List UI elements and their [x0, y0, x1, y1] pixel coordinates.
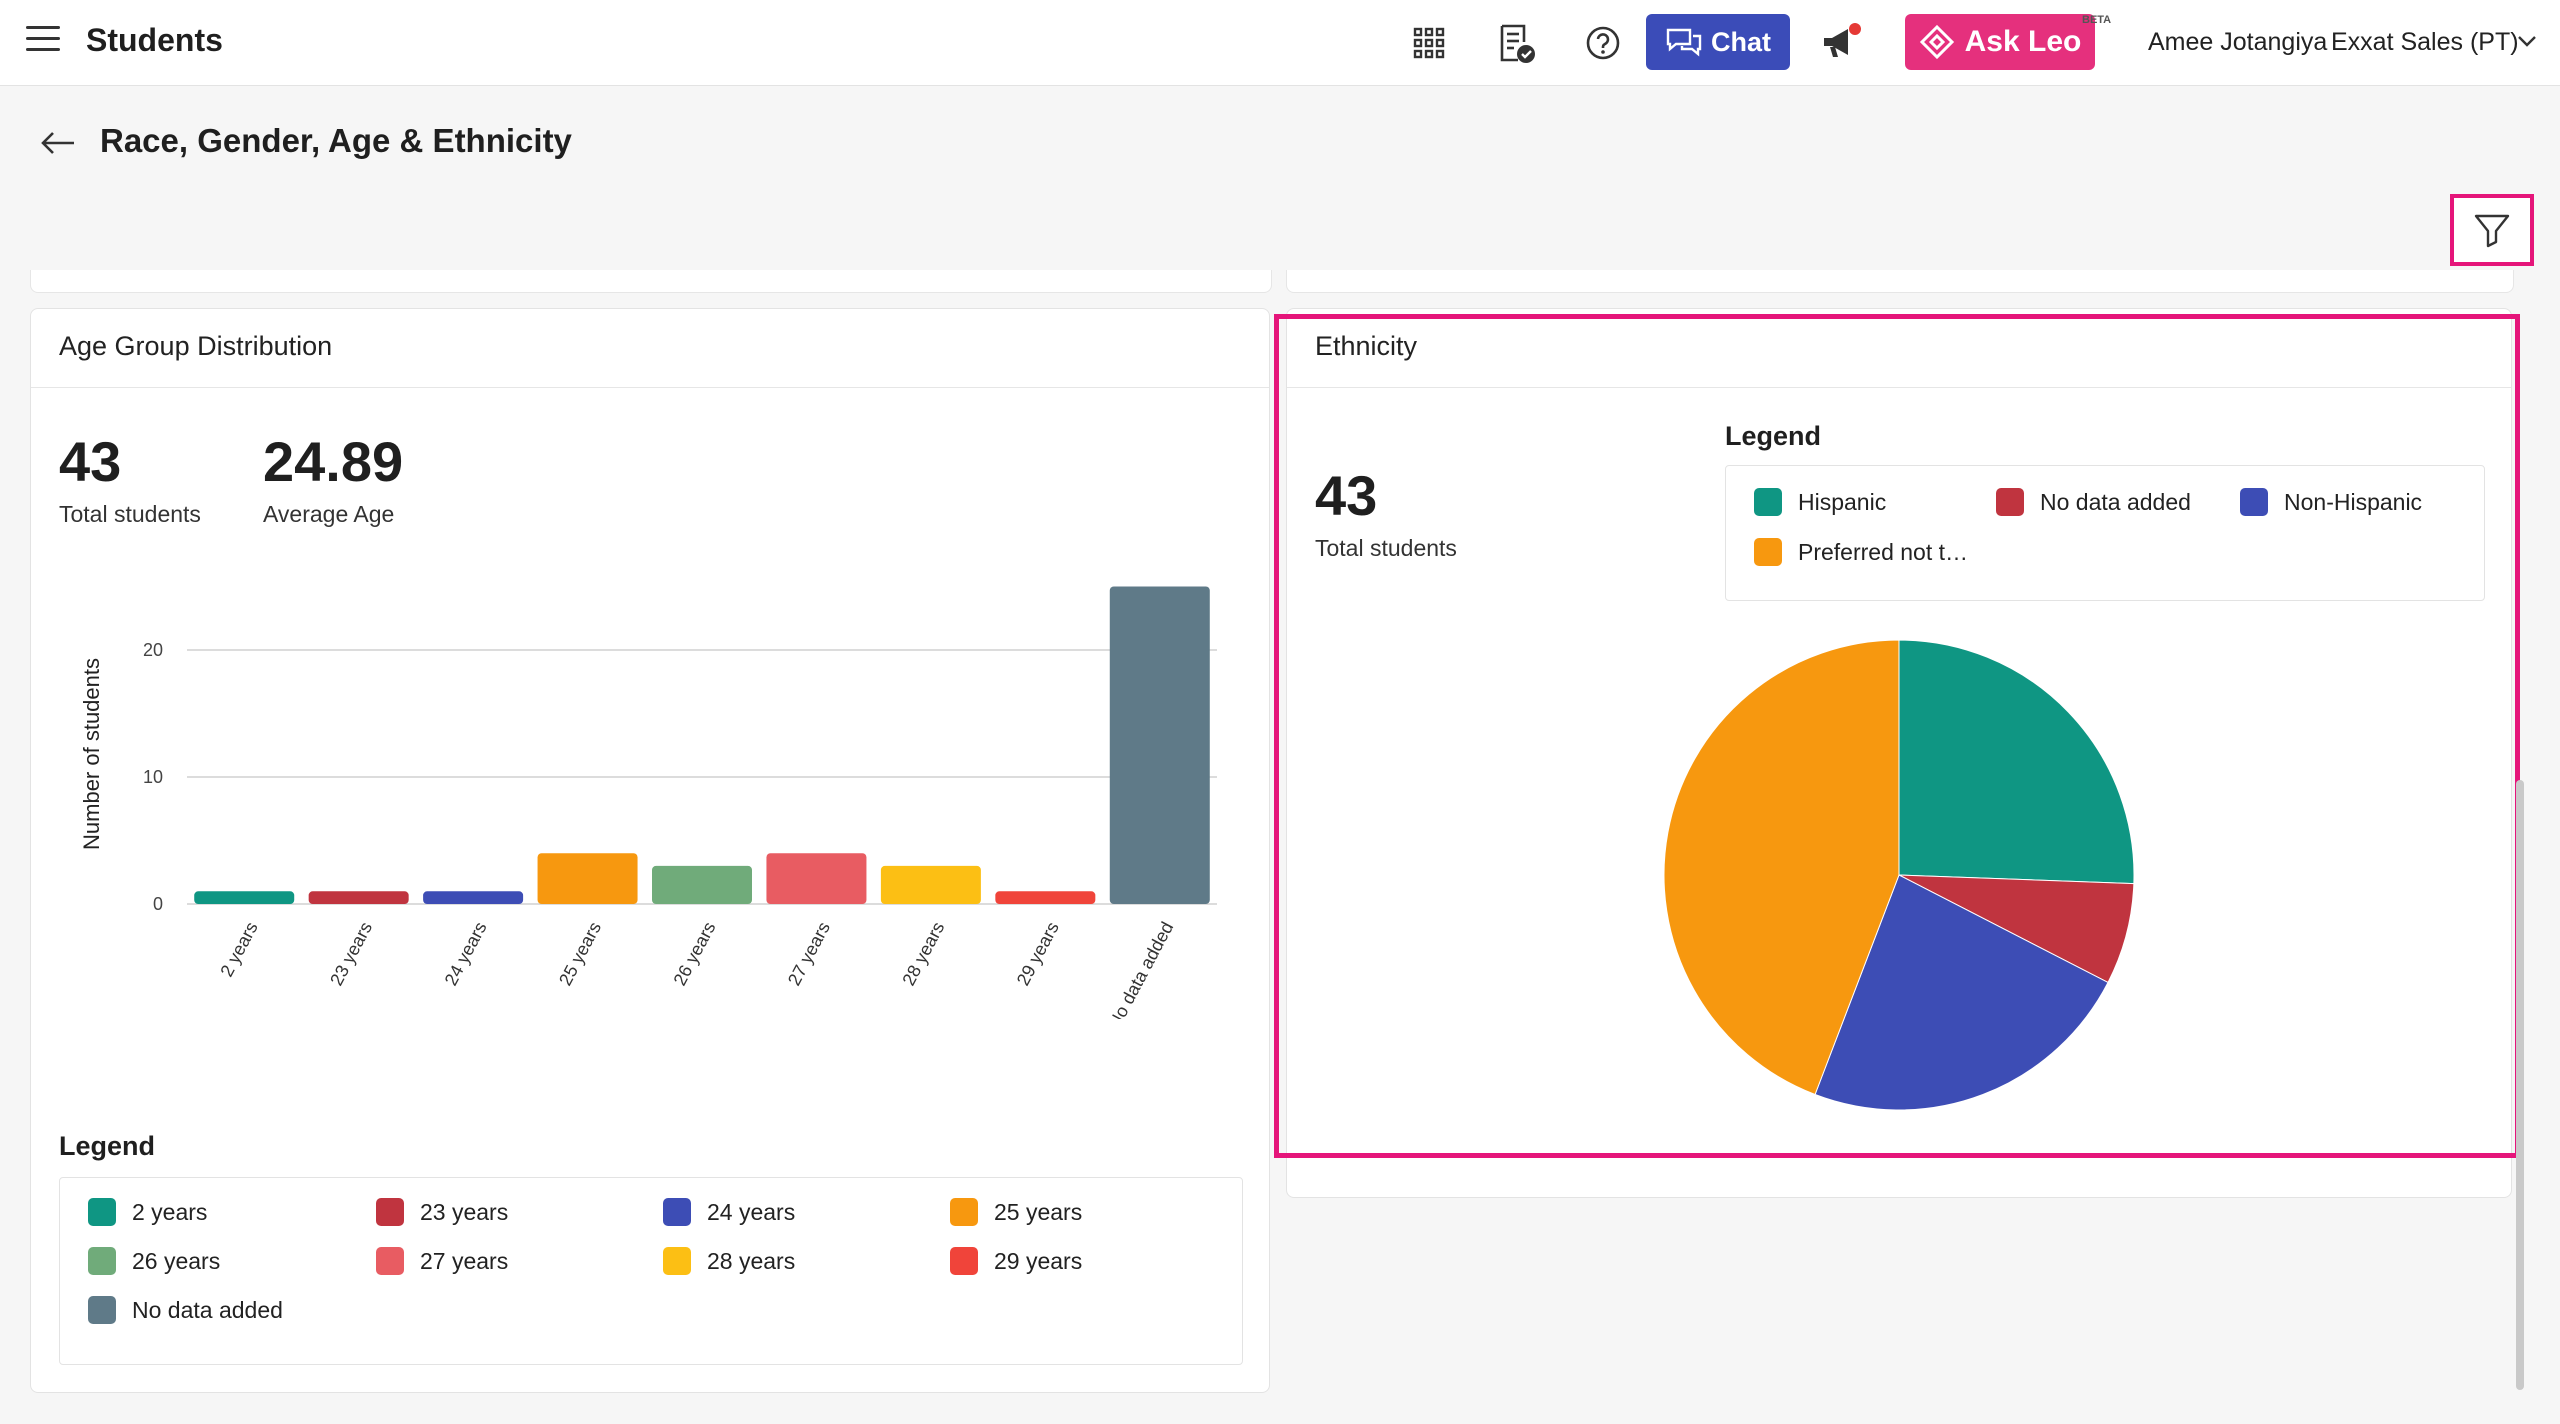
- chat-icon: [1666, 28, 1702, 57]
- user-name[interactable]: Amee Jotangiya: [2148, 28, 2328, 56]
- ethnicity-card: Ethnicity 43 Total students Legend Hispa…: [1286, 308, 2512, 1198]
- ethnicity-pie-chart: [1663, 639, 2135, 1111]
- ask-leo-button[interactable]: Ask Leo: [1905, 14, 2095, 70]
- age-total-value: 43: [59, 430, 122, 493]
- legend-item-no-data-added[interactable]: No data added: [1996, 488, 2191, 516]
- ethnicity-legend: Hispanic No data added Non-Hispanic Pref…: [1725, 465, 2485, 601]
- legend-item-25-years[interactable]: 25 years: [950, 1198, 1082, 1226]
- legend-swatch: [376, 1247, 404, 1275]
- ask-leo-label: Ask Leo: [1964, 25, 2082, 58]
- slice-preferred-not-t-: [1663, 639, 1900, 1096]
- legend-item-29-years[interactable]: 29 years: [950, 1247, 1082, 1275]
- legend-item-27-years[interactable]: 27 years: [376, 1247, 508, 1275]
- age-card-header: Age Group Distribution: [31, 309, 1269, 388]
- legend-swatch: [663, 1247, 691, 1275]
- x-tick-label: 27 years: [784, 918, 834, 988]
- top-bar: Students Chat: [0, 0, 2560, 86]
- bar-26-years: [652, 865, 752, 904]
- x-tick-label: 2 years: [216, 918, 261, 980]
- ethnicity-total-label: Total students: [1315, 535, 1457, 561]
- app-title: Students: [86, 22, 223, 58]
- bar-24-years: [423, 891, 524, 904]
- x-tick-label: 24 years: [441, 918, 491, 988]
- legend-swatch: [376, 1198, 404, 1226]
- scrollbar[interactable]: [2516, 780, 2524, 1390]
- y-tick-label: 10: [143, 767, 163, 787]
- bar-27-years: [766, 853, 867, 904]
- legend-swatch: [950, 1198, 978, 1226]
- card-above-right: [1286, 270, 2514, 293]
- x-tick-label: No data added: [1104, 918, 1177, 1019]
- bar-28-years: [880, 865, 981, 904]
- age-group-card: Age Group Distribution 43 Total students…: [30, 308, 1270, 1393]
- age-legend-title: Legend: [59, 1131, 156, 1161]
- legend-item-23-years[interactable]: 23 years: [376, 1198, 508, 1226]
- legend-swatch: [1996, 488, 2024, 516]
- bar-no-data-added: [1109, 586, 1210, 904]
- ethnicity-card-title: Ethnicity: [1315, 331, 1418, 361]
- help-icon[interactable]: [1580, 20, 1626, 66]
- bar-25-years: [537, 853, 638, 904]
- checklist-icon[interactable]: [1494, 20, 1540, 66]
- back-arrow-icon[interactable]: [38, 128, 78, 158]
- ethnicity-total-value: 43: [1315, 464, 1378, 527]
- y-tick-label: 0: [153, 894, 163, 914]
- org-name[interactable]: Exxat Sales (PT): [2331, 28, 2519, 56]
- chat-button[interactable]: Chat: [1646, 14, 1790, 70]
- slice-no-data-added: [1898, 874, 2135, 984]
- bar-29-years: [995, 891, 1096, 904]
- legend-swatch: [1754, 488, 1782, 516]
- legend-swatch: [663, 1198, 691, 1226]
- ethnicity-legend-title: Legend: [1725, 421, 1822, 451]
- slice-hispanic: [1898, 639, 2135, 885]
- average-age-label: Average Age: [263, 501, 395, 527]
- megaphone-icon[interactable]: [1818, 20, 1864, 66]
- notification-dot: [1849, 23, 1861, 35]
- filter-button[interactable]: [2450, 194, 2534, 266]
- bar-2-years: [194, 891, 295, 904]
- x-tick-label: 26 years: [669, 918, 719, 988]
- legend-swatch: [950, 1247, 978, 1275]
- legend-swatch: [88, 1296, 116, 1324]
- bar-23-years: [308, 891, 409, 904]
- ethnicity-card-header: Ethnicity: [1287, 309, 2511, 388]
- x-tick-label: 29 years: [1013, 918, 1063, 988]
- legend-item-2-years[interactable]: 2 years: [88, 1198, 207, 1226]
- x-tick-label: 23 years: [326, 918, 376, 988]
- legend-item-hispanic[interactable]: Hispanic: [1754, 488, 1886, 516]
- age-legend: 2 years 23 years 24 years 25 years 26 ye…: [59, 1177, 1243, 1365]
- legend-item-24-years[interactable]: 24 years: [663, 1198, 795, 1226]
- filter-icon: [2474, 214, 2510, 248]
- legend-swatch: [1754, 538, 1782, 566]
- card-above-left: [30, 270, 1272, 293]
- average-age-value: 24.89: [263, 430, 404, 493]
- legend-swatch: [88, 1247, 116, 1275]
- menu-icon[interactable]: [26, 26, 60, 56]
- age-total-label: Total students: [59, 501, 201, 527]
- legend-swatch: [2240, 488, 2268, 516]
- legend-item-28-years[interactable]: 28 years: [663, 1247, 795, 1275]
- x-tick-label: 25 years: [555, 918, 605, 988]
- legend-item-preferred-not-to-say[interactable]: Preferred not t…: [1754, 538, 1968, 566]
- y-tick-label: 20: [143, 640, 163, 660]
- page-title: Race, Gender, Age & Ethnicity: [100, 122, 572, 159]
- legend-swatch: [88, 1198, 116, 1226]
- legend-item-non-hispanic[interactable]: Non-Hispanic: [2240, 488, 2422, 516]
- legend-item-no-data-added[interactable]: No data added: [88, 1296, 283, 1324]
- chat-label: Chat: [1711, 26, 1771, 57]
- age-card-title: Age Group Distribution: [59, 331, 333, 361]
- apps-grid-icon[interactable]: [1406, 20, 1452, 66]
- legend-item-26-years[interactable]: 26 years: [88, 1247, 220, 1275]
- leo-icon: [1919, 24, 1954, 60]
- slice-non-hispanic: [1814, 874, 2109, 1111]
- chevron-down-icon[interactable]: [2514, 28, 2540, 54]
- y-axis-label: Number of students: [79, 658, 104, 850]
- x-tick-label: 28 years: [898, 918, 948, 988]
- beta-badge: BETA: [2082, 14, 2112, 26]
